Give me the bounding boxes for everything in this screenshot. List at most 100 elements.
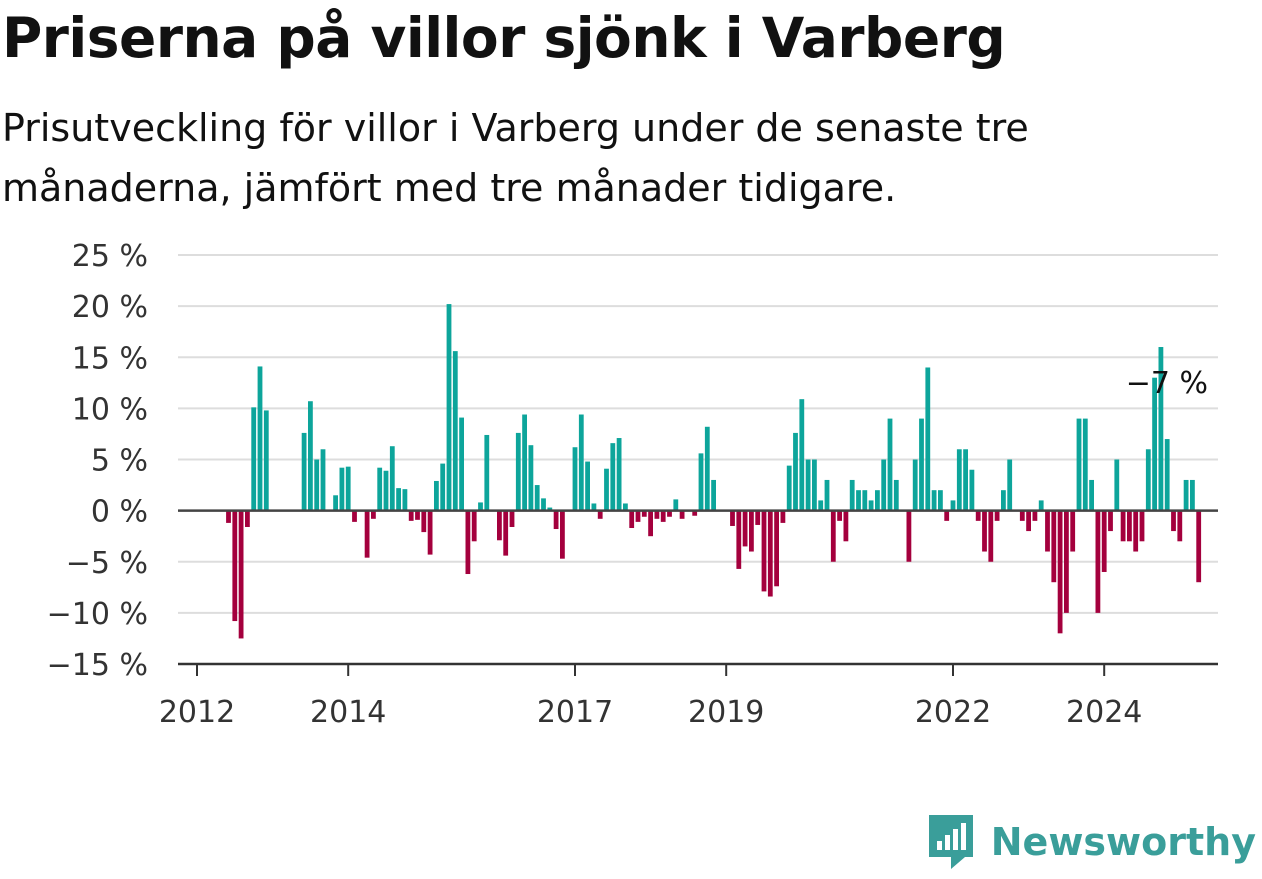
bar — [1127, 510, 1132, 542]
bar — [585, 461, 590, 511]
bar — [742, 510, 748, 547]
bar — [730, 510, 735, 526]
y-tick-label: 0 % — [91, 495, 148, 530]
brand-name: Newsworthy — [990, 820, 1256, 864]
bar — [345, 466, 351, 511]
bar — [629, 510, 635, 529]
bar — [982, 510, 987, 552]
bar — [893, 479, 899, 511]
bar — [805, 459, 811, 511]
bar — [1095, 510, 1101, 613]
bar — [610, 443, 616, 511]
bar — [824, 479, 830, 511]
bar — [862, 490, 868, 511]
bar — [799, 399, 805, 511]
bar — [257, 366, 263, 511]
bar — [881, 459, 887, 511]
bar — [402, 489, 408, 511]
bar — [1114, 459, 1120, 511]
bar — [578, 414, 584, 511]
bar — [1158, 347, 1164, 511]
bar — [856, 490, 861, 511]
bar — [692, 510, 698, 516]
bar — [1019, 510, 1025, 521]
bar — [415, 510, 420, 520]
bar — [956, 449, 962, 511]
bar — [1152, 377, 1157, 511]
bar — [616, 438, 622, 511]
bar — [1139, 510, 1145, 542]
bar — [421, 510, 427, 533]
bar — [572, 447, 578, 511]
bar — [522, 414, 527, 511]
bar — [1101, 510, 1107, 572]
bar — [1183, 479, 1189, 511]
bar — [478, 502, 483, 511]
bar — [408, 510, 414, 521]
bar — [774, 510, 779, 587]
bar — [434, 480, 439, 511]
bar — [786, 465, 792, 511]
bar — [648, 510, 653, 537]
gridlines — [178, 254, 1218, 614]
x-tick-label: 2012 — [159, 695, 235, 730]
bar — [1076, 418, 1082, 511]
bar — [944, 510, 950, 521]
bar — [484, 434, 490, 511]
bar — [660, 510, 666, 522]
bars — [226, 304, 1202, 639]
bar — [364, 510, 370, 558]
bar — [1057, 510, 1063, 634]
bar — [711, 479, 716, 511]
bar — [371, 510, 376, 519]
bar — [383, 470, 389, 511]
bar — [912, 459, 918, 511]
bar — [931, 490, 937, 511]
bar — [560, 510, 565, 559]
bar — [641, 510, 647, 517]
bar — [1082, 418, 1088, 511]
bar — [1051, 510, 1057, 583]
bar — [591, 503, 597, 511]
bar — [761, 510, 767, 592]
x-tick-label: 2024 — [1066, 695, 1142, 730]
bar — [704, 426, 710, 511]
bar — [459, 417, 464, 511]
chart-title: Priserna på villor sjönk i Varberg — [2, 6, 1006, 70]
bar — [377, 467, 383, 511]
bar — [1064, 510, 1069, 613]
bar — [497, 510, 502, 541]
bar — [452, 351, 458, 511]
bar — [503, 510, 509, 556]
bar — [887, 418, 893, 511]
bar — [465, 510, 471, 575]
bar — [541, 498, 546, 511]
bar — [471, 510, 477, 542]
bar — [352, 510, 357, 522]
bar — [1001, 490, 1006, 511]
bar — [635, 510, 641, 522]
bar — [446, 304, 452, 511]
bar — [553, 510, 559, 530]
bar — [1133, 510, 1139, 552]
bar — [938, 490, 943, 511]
x-tick-label: 2014 — [310, 695, 386, 730]
bar — [1177, 510, 1183, 542]
last-value-label: −7 % — [1126, 366, 1208, 401]
x-tick-label: 2022 — [915, 695, 991, 730]
bar — [320, 449, 326, 511]
bar — [679, 510, 685, 519]
bar — [875, 490, 880, 511]
bar — [1038, 500, 1044, 511]
bar — [818, 500, 824, 511]
bar — [654, 510, 660, 519]
brand-logo: Newsworthy — [925, 813, 1256, 871]
bar — [1070, 510, 1076, 552]
y-tick-label: 5 % — [91, 444, 148, 479]
bar — [623, 503, 628, 511]
bar — [1164, 439, 1170, 511]
bar — [1089, 479, 1094, 511]
bar — [767, 510, 773, 597]
bar — [1045, 510, 1050, 552]
bar — [238, 510, 244, 639]
